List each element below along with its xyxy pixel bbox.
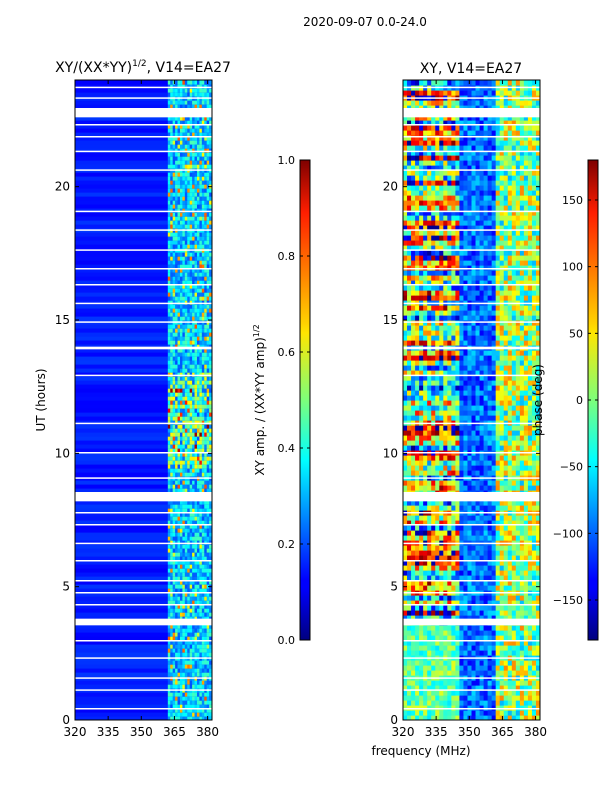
right-heatmap	[403, 80, 540, 721]
left-title-sup: 1/2	[132, 59, 146, 69]
y-tick-label: 0	[390, 713, 398, 727]
colorbar-amplitude-label: XY amp. / (XX*YY amp)1/2	[252, 324, 267, 475]
x-tick-label: 335	[97, 725, 120, 739]
suptitle: 2020-09-07 0.0-24.0	[303, 15, 427, 29]
x-tick-label: 365	[491, 725, 514, 739]
colorbar-amplitude-label-sup: 1/2	[252, 324, 261, 337]
left-heatmap	[75, 80, 212, 721]
colorbar-tick-label: 1.0	[278, 154, 296, 167]
left-title-main: XY/(XX*YY)	[55, 60, 132, 76]
colorbar-tick-label: −100	[553, 527, 583, 540]
y-tick-label: 15	[55, 313, 70, 327]
x-tick-label: 320	[64, 725, 87, 739]
right-title: XY, V14=EA27	[420, 61, 522, 77]
colorbar-tick-label: 0.8	[278, 250, 296, 263]
colorbar-amplitude	[300, 160, 310, 640]
y-tick-label: 0	[62, 713, 70, 727]
colorbar-tick-label: 0.6	[278, 346, 296, 359]
colorbar-tick-label: −150	[553, 594, 583, 607]
left-ylabel: UT (hours)	[34, 368, 48, 431]
x-tick-label: 320	[392, 725, 415, 739]
x-tick-label: 380	[524, 725, 547, 739]
colorbar-tick-label: 50	[569, 327, 583, 340]
colorbar-tick-label: 0.0	[278, 634, 296, 647]
y-tick-label: 5	[390, 580, 398, 594]
colorbar-tick-label: 0	[576, 394, 583, 407]
x-tick-label: 350	[458, 725, 481, 739]
y-tick-label: 5	[62, 580, 70, 594]
x-tick-label: 335	[425, 725, 448, 739]
colorbar-tick-label: 0.4	[278, 442, 296, 455]
y-tick-label: 10	[383, 446, 398, 460]
colorbar-tick-label: −50	[560, 461, 583, 474]
y-tick-label: 20	[55, 180, 70, 194]
colorbar-tick-label: 150	[562, 194, 583, 207]
y-tick-label: 15	[383, 313, 398, 327]
x-tick-label: 380	[196, 725, 219, 739]
xlabel: frequency (MHz)	[371, 744, 470, 758]
colorbar-tick-label: 100	[562, 261, 583, 274]
colorbar-tick-label: 0.2	[278, 538, 296, 551]
y-tick-label: 20	[383, 180, 398, 194]
y-tick-label: 10	[55, 446, 70, 460]
colorbar-amplitude-label-main: XY amp. / (XX*YY amp)	[253, 337, 267, 475]
x-tick-label: 350	[130, 725, 153, 739]
colorbar-phase-label: phase (deg)	[531, 364, 545, 436]
x-tick-label: 365	[163, 725, 186, 739]
left-title-suffix: , V14=EA27	[147, 60, 231, 76]
left-title: XY/(XX*YY)1/2, V14=EA27	[55, 59, 231, 76]
